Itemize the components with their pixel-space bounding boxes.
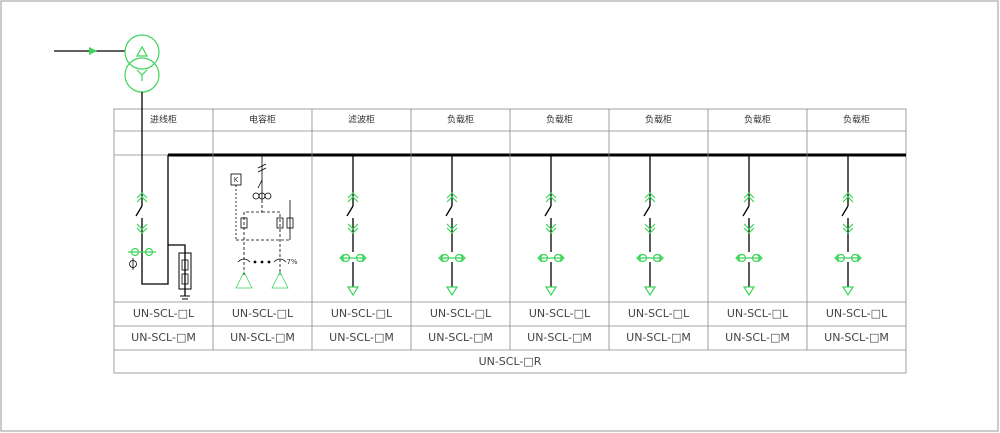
feeder-symbol xyxy=(834,154,862,296)
model-l: UN-SCL-□L xyxy=(727,307,789,320)
feeder-symbol xyxy=(636,154,664,296)
model-m: UN-SCL-□M xyxy=(428,331,493,344)
model-l: UN-SCL-□L xyxy=(529,307,591,320)
feeder-symbol xyxy=(339,154,367,296)
transformer-primary xyxy=(124,34,160,70)
model-l: UN-SCL-□L xyxy=(826,307,888,320)
model-m: UN-SCL-□M xyxy=(329,331,394,344)
arrow xyxy=(89,47,97,55)
column-header: 滤波柜 xyxy=(348,114,375,126)
model-l: UN-SCL-□L xyxy=(232,307,294,320)
incoming-cabinet xyxy=(128,92,192,300)
model-l: UN-SCL-□L xyxy=(133,307,195,320)
model-m: UN-SCL-□M xyxy=(725,331,790,344)
model-m: UN-SCL-□M xyxy=(824,331,889,344)
model-l: UN-SCL-□L xyxy=(430,307,492,320)
capacitor-cabinet xyxy=(230,155,294,289)
model-m: UN-SCL-□M xyxy=(626,331,691,344)
reactor-label: 7% xyxy=(286,258,297,266)
model-l: UN-SCL-□L xyxy=(331,307,393,320)
column-header: 负载柜 xyxy=(645,114,672,126)
switch-label: K xyxy=(234,176,239,184)
model-m: UN-SCL-□M xyxy=(527,331,592,344)
feeder-symbol xyxy=(438,154,466,296)
column-header: 负载柜 xyxy=(744,114,771,126)
model-m: UN-SCL-□M xyxy=(131,331,196,344)
column-header: 负载柜 xyxy=(546,114,573,126)
column-header: 进线柜 xyxy=(150,114,177,126)
model-m: UN-SCL-□M xyxy=(230,331,295,344)
model-l: UN-SCL-□L xyxy=(628,307,690,320)
feeder-symbol xyxy=(537,154,565,296)
feeder-symbol xyxy=(735,154,763,296)
column-header: 负载柜 xyxy=(843,114,870,126)
footer-label: UN-SCL-□R xyxy=(479,355,542,368)
wye xyxy=(136,69,148,76)
column-header: 负载柜 xyxy=(447,114,474,126)
delta xyxy=(135,45,149,57)
column-header: 电容柜 xyxy=(249,114,276,126)
